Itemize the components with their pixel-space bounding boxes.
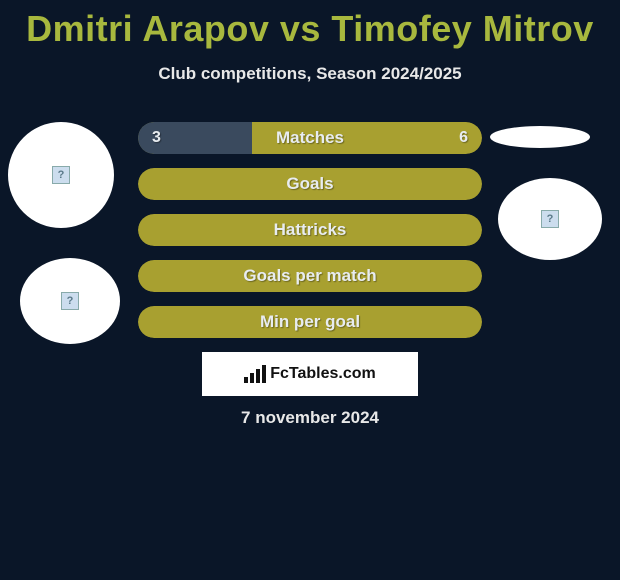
bars-icon <box>244 365 266 383</box>
stat-label: Goals per match <box>243 266 376 286</box>
image-placeholder-icon: ? <box>52 166 70 184</box>
stat-row: Min per goal <box>138 306 482 338</box>
page-subtitle: Club competitions, Season 2024/2025 <box>0 64 620 84</box>
date-label: 7 november 2024 <box>0 408 620 428</box>
avatar-placeholder-top-left: ? <box>8 122 114 228</box>
stat-row: Goals <box>138 168 482 200</box>
avatar-placeholder-bottom-left: ? <box>20 258 120 344</box>
avatar-placeholder-right: ? <box>498 178 602 260</box>
stat-row: 3 6 Matches <box>138 122 482 154</box>
image-placeholder-icon: ? <box>541 210 559 228</box>
stat-label: Matches <box>276 128 344 148</box>
stat-label: Hattricks <box>274 220 347 240</box>
fctables-banner: FcTables.com <box>202 352 418 396</box>
page-title: Dmitri Arapov vs Timofey Mitrov <box>0 0 620 50</box>
image-placeholder-icon: ? <box>61 292 79 310</box>
ellipse-top-right <box>490 126 590 148</box>
stat-label: Goals <box>286 174 333 194</box>
stat-label: Min per goal <box>260 312 360 332</box>
banner-text: FcTables.com <box>270 365 376 383</box>
stats-panel: 3 6 Matches Goals Hattricks Goals per match Mi… <box>138 122 482 352</box>
stat-value-right: 6 <box>459 129 468 147</box>
stat-row: Hattricks <box>138 214 482 246</box>
stat-value-left: 3 <box>152 129 161 147</box>
stat-row: Goals per match <box>138 260 482 292</box>
